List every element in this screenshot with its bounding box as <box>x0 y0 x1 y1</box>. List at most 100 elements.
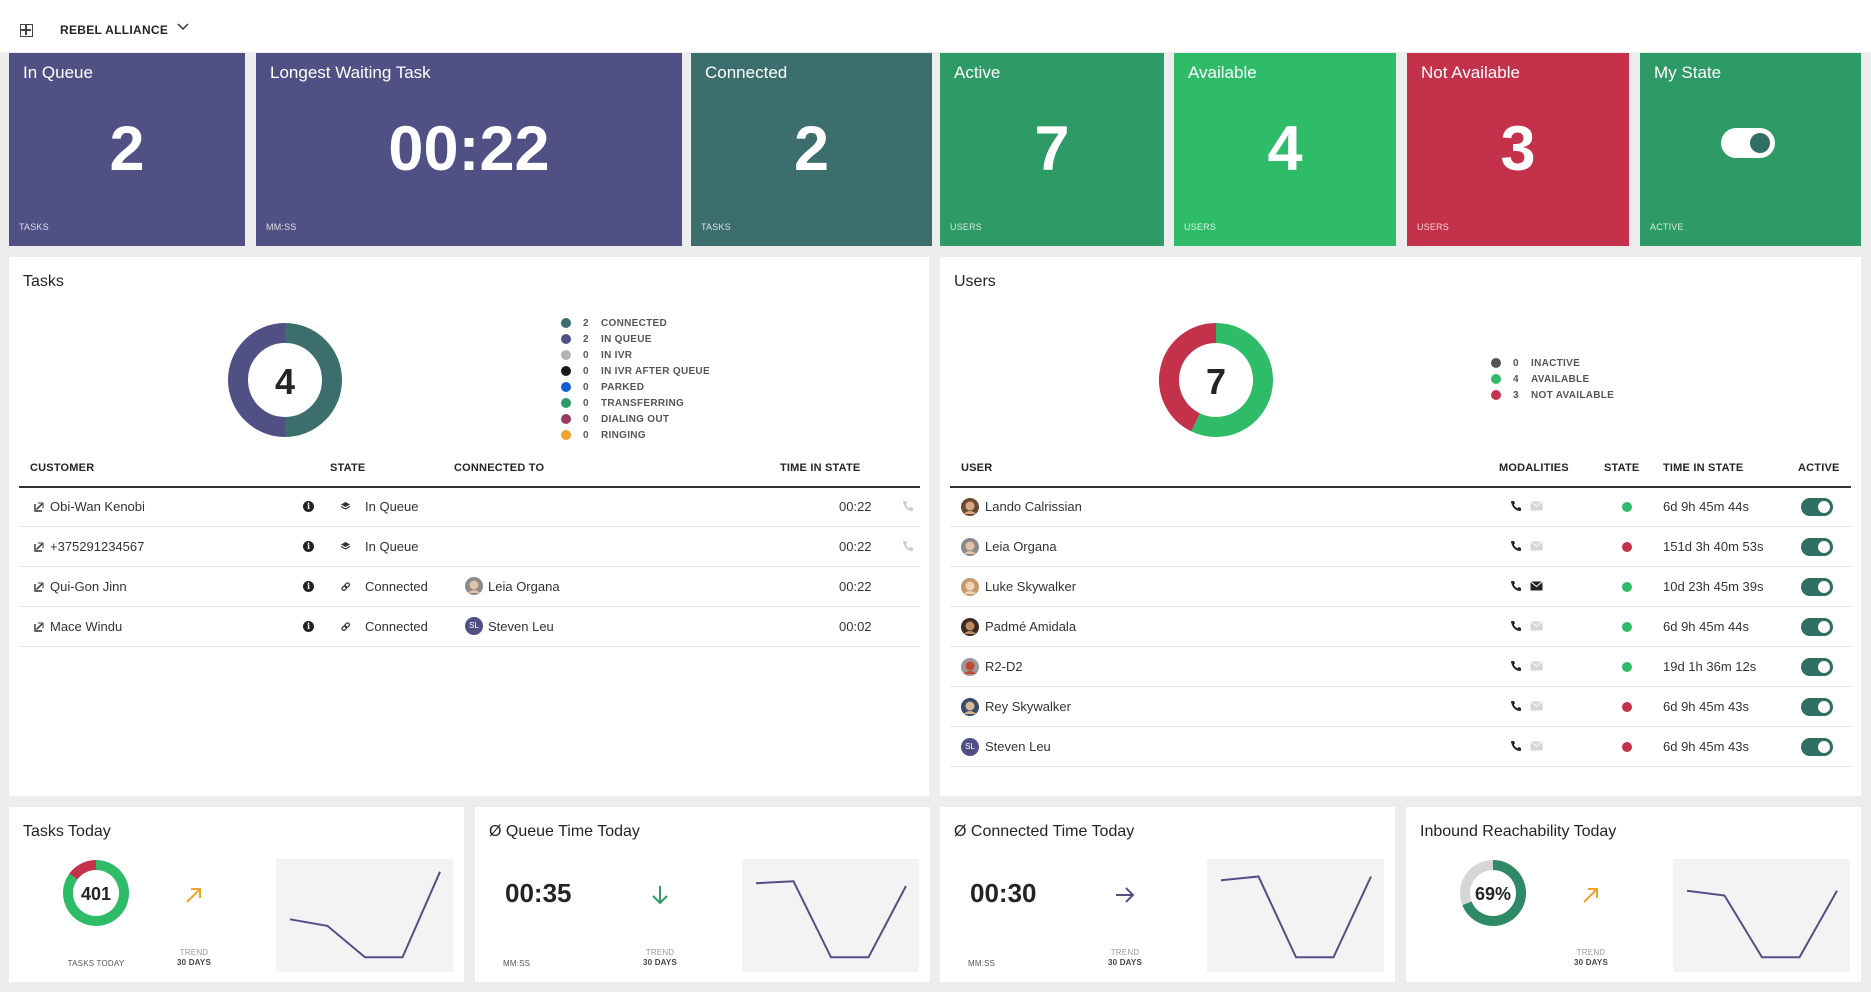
stack-icon <box>340 502 351 510</box>
legend-item: 0 TRANSFERRING <box>561 395 710 411</box>
trend-label: TREND 30 DAYS <box>1571 948 1611 968</box>
customer-name: Obi-Wan Kenobi <box>50 499 145 514</box>
trend-arrow-up-icon <box>1583 888 1598 903</box>
info-icon[interactable]: i <box>303 621 314 632</box>
legend-item: 0 IN IVR AFTER QUEUE <box>561 363 710 379</box>
table-row[interactable]: Qui-Gon Jinn i Connected Leia Organa 00:22 <box>19 567 920 607</box>
kpi-value: 2 <box>109 114 145 184</box>
kpi-unit: USERS <box>1417 222 1450 232</box>
card-value: 69% <box>1474 884 1512 904</box>
legend-count: 0 <box>1513 357 1519 369</box>
tasks-legend: 2 CONNECTED 2 IN QUEUE 0 IN IVR 0 IN IVR AFTER … <box>561 315 710 443</box>
user-active-toggle[interactable] <box>1801 658 1833 676</box>
user-time-in-state: 19d 1h 36m 12s <box>1663 659 1757 674</box>
legend-item: 4 AVAILABLE <box>1491 371 1614 387</box>
avatar <box>961 538 979 556</box>
phone-icon <box>1511 621 1521 631</box>
table-row[interactable]: Obi-Wan Kenobi i In Queue 00:22 <box>19 487 920 527</box>
user-active-toggle[interactable] <box>1801 498 1833 516</box>
legend-label: TRANSFERRING <box>601 397 685 409</box>
task-state: Connected <box>365 579 428 594</box>
link-icon <box>341 582 350 591</box>
kpi-title: Available <box>1188 63 1257 82</box>
kpi-unit: ACTIVE <box>1650 222 1684 232</box>
donut-segment-1 <box>1460 860 1494 906</box>
user-active-toggle[interactable] <box>1801 538 1833 556</box>
user-name: R2-D2 <box>985 659 1023 674</box>
user-active-toggle[interactable] <box>1801 578 1833 596</box>
info-icon[interactable]: i <box>303 581 314 592</box>
user-active-toggle[interactable] <box>1801 738 1833 756</box>
legend-item: 0 IN IVR <box>561 347 710 363</box>
table-row[interactable]: Rey Skywalker 6d 9h 45m 43s <box>950 687 1851 727</box>
chevron-down-icon[interactable] <box>176 20 190 34</box>
trend-label-line2: 30 DAYS <box>1107 958 1142 967</box>
kpi-available: Available 4 USERS <box>1174 53 1396 246</box>
info-icon[interactable]: i <box>303 541 314 552</box>
avatar: SL <box>465 617 483 635</box>
trend-label: TREND 30 DAYS <box>1105 948 1145 968</box>
row-divider <box>19 566 920 567</box>
task-state: Connected <box>365 619 428 634</box>
card-donut: 401 <box>62 859 130 927</box>
user-time-in-state: 10d 23h 45m 39s <box>1663 579 1764 594</box>
mail-icon <box>1530 581 1543 591</box>
time-in-state: 00:22 <box>839 539 872 554</box>
col-time-in-state[interactable]: TIME IN STATE <box>780 462 861 474</box>
user-active-toggle[interactable] <box>1801 698 1833 716</box>
kpi-value: 7 <box>1034 114 1070 184</box>
card-title: Tasks Today <box>23 823 111 840</box>
legend-count: 0 <box>583 413 589 425</box>
trend-label-line1: TREND <box>1110 948 1140 957</box>
kpi-unit: TASKS <box>19 222 49 232</box>
legend-item: 0 DIALING OUT <box>561 411 710 427</box>
col-user[interactable]: USER <box>961 462 993 474</box>
table-row[interactable]: Luke Skywalker 10d 23h 45m 39s <box>950 567 1851 607</box>
kpi-connected: Connected 2 TASKS <box>691 53 932 246</box>
legend-count: 2 <box>583 333 589 345</box>
table-row[interactable]: Mace Windu i Connected SL Steven Leu 00:02 <box>19 607 920 647</box>
trend-label-line1: TREND <box>179 948 209 957</box>
col-user-time-in-state[interactable]: TIME IN STATE <box>1663 462 1744 474</box>
card-value: 00:35 <box>505 878 572 908</box>
mail-icon <box>1530 661 1543 671</box>
info-icon[interactable]: i <box>303 501 314 512</box>
table-row[interactable]: Padmé Amidala 6d 9h 45m 44s <box>950 607 1851 647</box>
table-row[interactable]: +375291234567 i In Queue 00:22 <box>19 527 920 567</box>
donut-segment-0 <box>1462 860 1526 926</box>
tenant-name[interactable]: REBEL ALLIANCE <box>60 23 169 37</box>
col-active[interactable]: ACTIVE <box>1798 462 1840 474</box>
tenant-icon[interactable] <box>20 24 33 37</box>
legend-label: PARKED <box>601 381 645 393</box>
col-user-state[interactable]: STATE <box>1604 462 1640 474</box>
table-row[interactable]: Lando Calrissian 6d 9h 45m 44s <box>950 487 1851 527</box>
card-tasks-today: Tasks Today 401 TASKS TODAY TREND 30 DAYS <box>9 807 464 982</box>
col-state[interactable]: STATE <box>330 462 366 474</box>
trend-sparkline <box>742 859 919 972</box>
table-row[interactable]: SL Steven Leu 6d 9h 45m 43s <box>950 727 1851 767</box>
donut-segment-1 <box>1159 323 1217 432</box>
col-customer[interactable]: CUSTOMER <box>30 462 95 474</box>
table-header-divider <box>19 486 920 488</box>
legend-dot <box>561 414 571 424</box>
legend-dot <box>1491 358 1501 368</box>
col-connected-to[interactable]: CONNECTED TO <box>454 462 545 474</box>
legend-dot <box>1491 390 1501 400</box>
table-row[interactable]: R2-D2 19d 1h 36m 12s <box>950 647 1851 687</box>
mail-icon <box>1530 541 1543 551</box>
time-in-state: 00:22 <box>839 499 872 514</box>
table-row[interactable]: Leia Organa 151d 3h 40m 53s <box>950 527 1851 567</box>
legend-item: 0 RINGING <box>561 427 710 443</box>
top-bar: REBEL ALLIANCE <box>0 0 1871 52</box>
phone-icon <box>1511 541 1521 551</box>
task-state: In Queue <box>365 499 419 514</box>
inbound-call-icon <box>34 542 44 552</box>
my-state-toggle[interactable] <box>1721 128 1775 158</box>
user-name: Padmé Amidala <box>985 619 1077 634</box>
user-active-toggle[interactable] <box>1801 618 1833 636</box>
customer-name: Qui-Gon Jinn <box>50 579 127 594</box>
row-divider <box>950 766 1851 767</box>
phone-icon <box>1511 741 1521 751</box>
col-modalities[interactable]: MODALITIES <box>1499 462 1569 474</box>
